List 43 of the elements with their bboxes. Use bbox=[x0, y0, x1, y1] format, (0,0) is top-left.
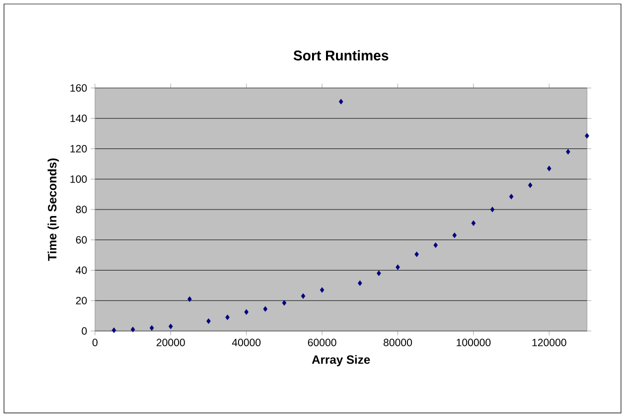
y-tick-label: 160 bbox=[70, 84, 87, 92]
y-tick-label: 80 bbox=[76, 206, 87, 214]
point bbox=[584, 133, 590, 139]
point bbox=[528, 182, 532, 188]
x-tick-label: 0 bbox=[92, 338, 98, 346]
y-tick-label: 40 bbox=[76, 266, 87, 274]
point bbox=[547, 166, 552, 172]
y-tick-label: 140 bbox=[70, 114, 87, 122]
point bbox=[168, 324, 173, 330]
x-tick-label: 100000 bbox=[456, 338, 491, 346]
point bbox=[509, 194, 514, 200]
chart-title: Sort Runtimes bbox=[294, 50, 388, 60]
point bbox=[320, 287, 324, 293]
point bbox=[225, 314, 230, 320]
point bbox=[263, 306, 268, 312]
point bbox=[566, 148, 570, 155]
point bbox=[130, 326, 136, 332]
y-axis-title: Time (in Seconds) bbox=[48, 158, 59, 261]
point bbox=[452, 232, 457, 238]
y-tick-label: 120 bbox=[70, 145, 87, 152]
y-tick-label: 20 bbox=[76, 296, 87, 304]
x-tick-label: 20000 bbox=[156, 338, 185, 346]
y-tick-label: 60 bbox=[76, 236, 87, 244]
x-tick-label: 40000 bbox=[232, 338, 261, 346]
point bbox=[206, 318, 211, 324]
point bbox=[301, 293, 306, 299]
point bbox=[187, 296, 192, 302]
x-tick-label: 80000 bbox=[384, 338, 412, 346]
x-tick-label: 60000 bbox=[308, 338, 336, 346]
point bbox=[282, 300, 286, 306]
point bbox=[490, 206, 495, 212]
point bbox=[338, 98, 344, 104]
y-tick-label: 100 bbox=[70, 175, 87, 183]
point bbox=[433, 242, 438, 248]
x-tick-label: 120000 bbox=[532, 338, 566, 346]
point bbox=[358, 280, 362, 286]
point bbox=[244, 309, 249, 315]
point bbox=[471, 220, 476, 226]
y-tick-label: 0 bbox=[82, 327, 87, 335]
point bbox=[150, 325, 154, 331]
x-axis-title: Array Size bbox=[312, 355, 370, 366]
point bbox=[112, 327, 116, 334]
point bbox=[396, 264, 400, 270]
